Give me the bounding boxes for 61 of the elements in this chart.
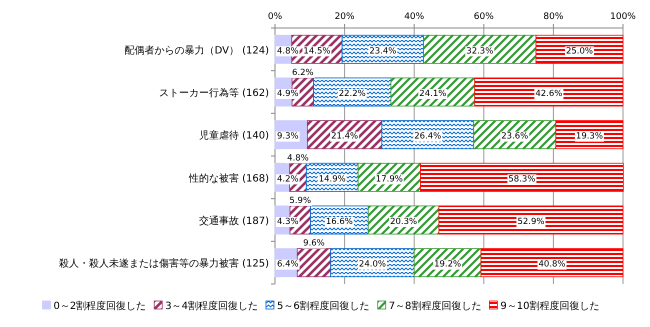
- bar: [536, 34, 624, 64]
- data-label: 4.9%: [277, 89, 299, 99]
- x-tick-label: 80%: [543, 12, 564, 22]
- data-label: 4.2%: [277, 174, 299, 184]
- data-label: 16.6%: [326, 217, 353, 227]
- data-label: 17.9%: [376, 174, 403, 184]
- bar: [296, 248, 332, 278]
- data-label: 9.6%: [303, 238, 325, 249]
- bar: [330, 248, 415, 278]
- data-label: 23.6%: [501, 132, 528, 142]
- x-tick-label: 40%: [404, 12, 425, 22]
- legend-label: 7～8割程度回復した: [388, 300, 482, 312]
- x-tick-label: 20%: [334, 12, 356, 22]
- bar: [473, 120, 556, 150]
- data-label: 14.9%: [318, 174, 346, 184]
- y-tick-label: ストーカー行為等 (162): [158, 87, 270, 99]
- data-label: 58.3%: [508, 174, 536, 184]
- data-label: 25.0%: [566, 46, 594, 56]
- data-label: 4.8%: [277, 46, 299, 56]
- y-tick-label: 児童虐待 (140): [198, 130, 270, 142]
- data-label: 20.3%: [390, 217, 418, 227]
- data-label: 40.8%: [538, 260, 566, 270]
- data-label: 6.4%: [277, 260, 299, 270]
- legend-label: 9～10割程度回復した: [500, 300, 600, 312]
- data-label: 19.2%: [434, 260, 462, 270]
- x-tick-label: 0%: [268, 12, 283, 22]
- data-label: 32.3%: [466, 46, 494, 56]
- y-tick-label: 性的な被害 (168): [188, 172, 270, 184]
- bar: [474, 78, 624, 106]
- legend-label: 0～2割程度回復した: [53, 300, 146, 312]
- bar: [480, 248, 624, 278]
- data-label: 14.5%: [303, 46, 330, 56]
- data-label: 42.6%: [535, 89, 562, 99]
- data-label: 22.2%: [338, 89, 366, 99]
- y-tick-label: 交通事故 (187): [198, 215, 270, 227]
- x-tick-label: 60%: [474, 12, 494, 22]
- bar: [342, 34, 424, 64]
- bar: [438, 206, 624, 234]
- bar: [390, 78, 476, 106]
- data-label: 52.9%: [517, 217, 544, 227]
- data-label: 9.3%: [277, 132, 299, 142]
- data-label: 21.4%: [331, 132, 358, 142]
- x-tick-label: 100%: [610, 12, 636, 22]
- data-label: 6.2%: [292, 68, 314, 78]
- bar: [423, 34, 536, 64]
- data-label: 19.3%: [576, 132, 603, 142]
- bar: [313, 78, 392, 106]
- y-tick-label: 殺人・殺人未遂または傷害等の暴力被害 (125): [58, 258, 270, 270]
- bar: [420, 162, 624, 192]
- data-label: 24.1%: [419, 89, 446, 99]
- data-label: 4.3%: [277, 217, 299, 227]
- legend-label: 3～4割程度回復した: [165, 300, 258, 312]
- bar: [381, 120, 474, 150]
- y-tick-label: 配偶者からの暴力（DV） (124): [124, 44, 270, 56]
- data-label: 24.0%: [358, 260, 386, 270]
- data-label: 5.9%: [289, 196, 312, 206]
- data-label: 26.4%: [414, 132, 442, 142]
- bar: [306, 120, 382, 150]
- data-label: 4.8%: [287, 153, 309, 164]
- legend-label: 5～6割程度回復した: [276, 300, 370, 312]
- data-label: 23.4%: [369, 46, 396, 56]
